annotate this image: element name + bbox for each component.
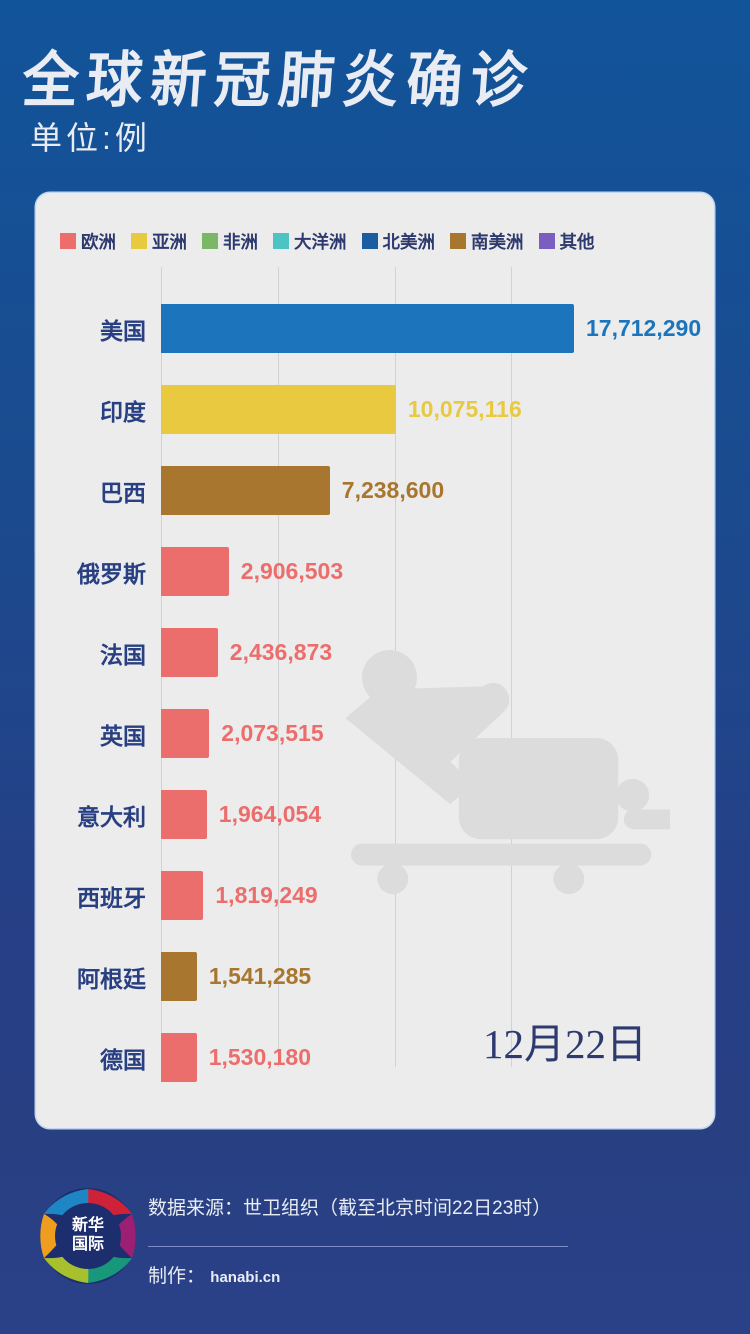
svg-text:国际: 国际	[72, 1235, 104, 1253]
svg-text:新华: 新华	[72, 1215, 104, 1234]
